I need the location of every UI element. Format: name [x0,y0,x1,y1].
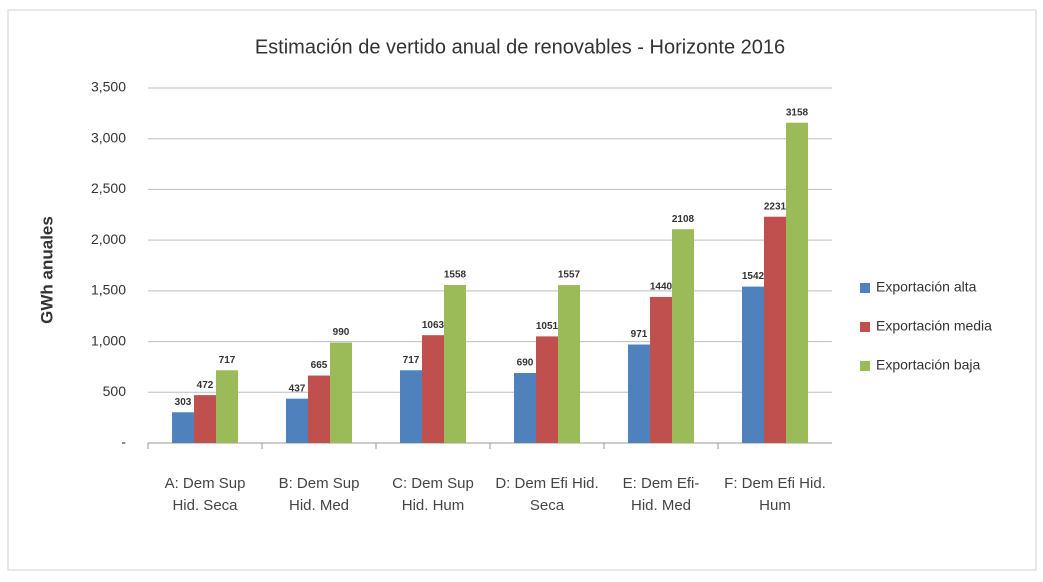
bar [536,336,558,443]
data-label: 303 [175,397,192,408]
data-label: 717 [403,355,420,366]
data-label: 990 [333,327,350,338]
data-label: 472 [197,380,214,391]
x-tick-label: D: Dem Efi Hid. Seca [495,475,599,514]
x-tick-label: C: Dem Sup Hid. Hum [392,475,474,514]
bar [400,370,422,443]
bar [764,216,786,443]
y-tick-label: 500 [103,383,127,399]
y-axis-label: GWh anuales [37,216,56,324]
data-label: 3158 [786,107,809,118]
bar [330,342,352,443]
data-label: 1051 [536,321,559,332]
data-label: 2108 [672,214,695,225]
y-tick-label: 2,000 [91,231,126,247]
data-label: 1557 [558,270,581,281]
data-label: 2231 [764,201,787,212]
bar [216,370,238,443]
x-tick-label: F: Dem Efi Hid. Hum [724,475,826,514]
y-tick-label: - [121,434,126,450]
bar [194,395,216,443]
chart-title: Estimación de vertido anual de renovable… [255,36,785,58]
legend-swatch [860,322,870,332]
y-tick-label: 1,000 [91,332,126,348]
data-label: 971 [631,329,648,340]
bar [172,412,194,443]
bar [558,285,580,443]
bar [786,122,808,443]
data-label: 717 [219,355,236,366]
data-label: 665 [311,360,328,371]
data-label: 437 [289,383,306,394]
x-tick-label: B: Dem Sup Hid. Med [278,475,360,514]
data-label: 690 [517,358,534,369]
bar [444,284,466,443]
data-label: 1063 [422,320,445,331]
y-tick-label: 1,500 [91,282,126,298]
bar [514,373,536,443]
bar [672,229,694,443]
bar [286,398,308,443]
x-tick-label: E: Dem Efi- Hid. Med [622,475,700,514]
x-tick-label: A: Dem Sup Hid. Seca [164,475,246,514]
y-tick-label: 2,500 [91,180,126,196]
data-label: 1542 [742,271,765,282]
bar [628,344,650,443]
data-label: 1558 [444,270,467,281]
bar [742,286,764,443]
bar [422,335,444,443]
legend-label: Exportación media [876,318,992,334]
y-tick-label: 3,000 [91,129,126,145]
legend-swatch [860,361,870,371]
legend-swatch [860,283,870,293]
legend-label: Exportación baja [876,357,981,373]
data-label: 1440 [650,282,673,293]
legend-label: Exportación alta [876,279,977,295]
y-tick-label: 3,500 [91,79,126,95]
bar [650,296,672,443]
bar [308,375,330,443]
